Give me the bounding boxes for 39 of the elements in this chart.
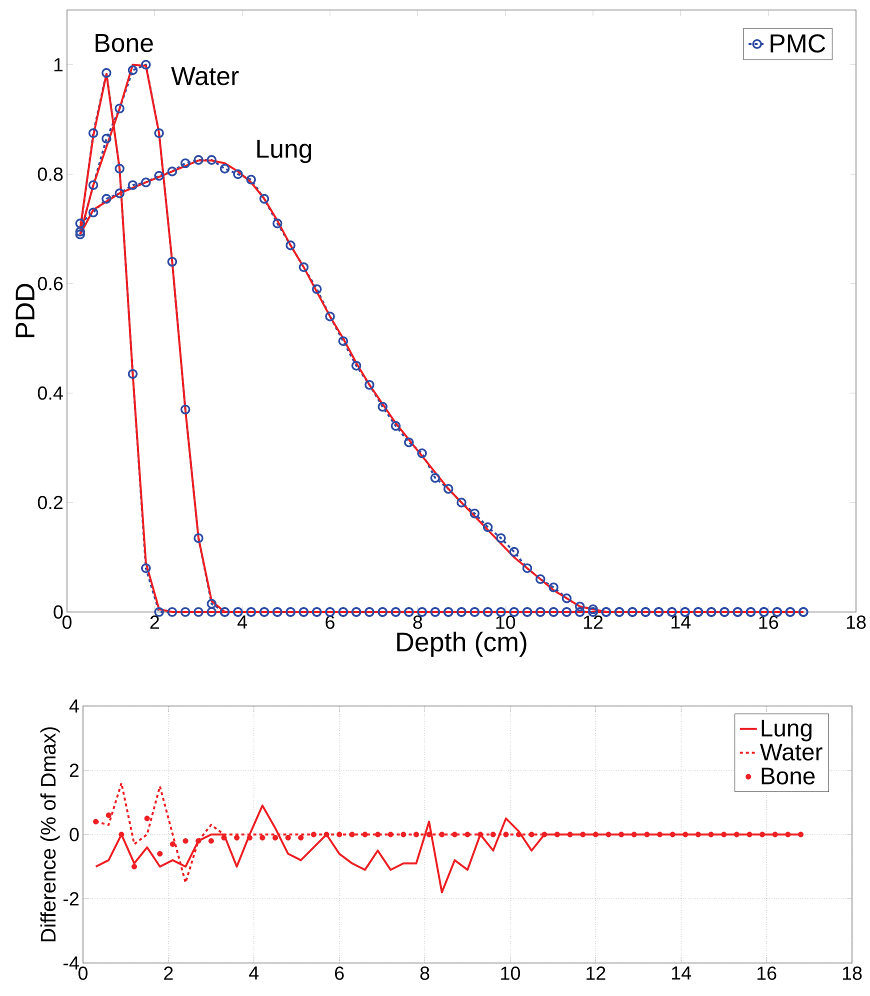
y-tick-label: 0 [70,828,79,842]
annotation: Lung [257,140,312,164]
y-tick-label: -4 [63,956,79,970]
x-tick-label: 4 [238,616,248,629]
x-tick-label: 0 [78,966,88,980]
annotation: Bone [96,34,153,52]
x-tick-label: 2 [150,616,159,629]
legend-label: Bone [762,768,815,784]
x-tick-label: 14 [672,616,691,629]
legend-label: Lung [762,720,812,742]
x-tick-label: 12 [584,616,603,629]
x-tick-label: 2 [164,966,173,980]
x-tick-label: 6 [335,966,344,980]
y-tick-label: 0 [54,605,63,619]
x-tick-label: 16 [757,966,776,980]
y-tick-label: 4 [69,699,79,713]
x-tick-label: 16 [759,616,778,629]
y-tick-label: 1 [54,58,63,72]
x-tick-label: 8 [413,616,422,629]
legend-label: Water [760,744,822,761]
y-tick-label: 0.4 [38,386,63,400]
x-tick-label: 14 [672,966,692,980]
y-tick-label: 0.2 [38,496,63,510]
y-tick-label: 2 [70,764,79,777]
x-tick-label: 18 [846,616,866,629]
y-tick-label: -2 [63,892,79,906]
x-axis-title: Depth (cm) [397,632,526,657]
y-tick-label: 0.6 [38,276,63,290]
y-tick-label: 0.8 [38,167,63,181]
annotation: Water [171,67,239,86]
x-tick-label: 10 [501,966,520,980]
y-axis-title: PDD [16,284,34,338]
x-tick-label: 4 [249,966,259,980]
x-tick-label: 10 [496,616,516,629]
y-axis-title: Difference (% of Dmax) [40,727,60,942]
legend-label: PMC [770,34,826,53]
x-tick-label: 18 [842,966,862,980]
x-tick-label: 12 [586,966,606,980]
x-tick-label: 8 [420,966,430,980]
